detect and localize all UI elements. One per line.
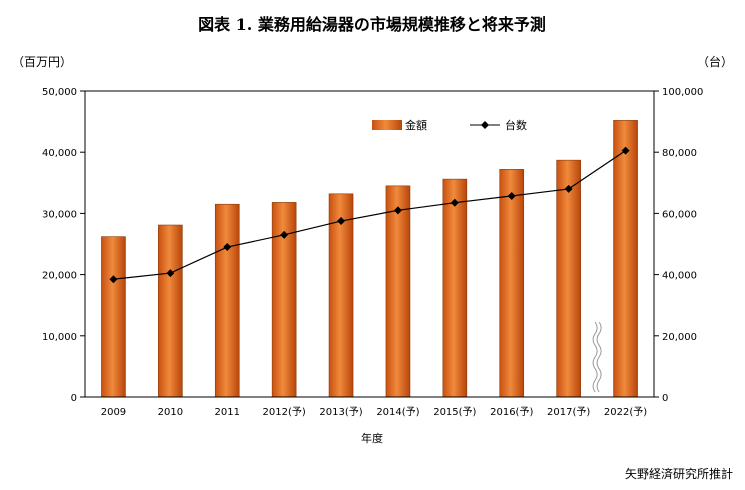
bar-2013(予) — [328, 193, 354, 398]
bar-series — [101, 120, 638, 398]
chart-title: 図表 1. 業務用給湯器の市場規模推移と将来予測 — [198, 15, 546, 34]
line-point-2011 — [223, 243, 232, 252]
bar-2010 — [158, 224, 183, 398]
line-point-2016(予) — [507, 191, 516, 200]
line-point-2017(予) — [564, 184, 573, 193]
x-tick-label: 2009 — [101, 407, 126, 418]
source-note: 矢野経済研究所推計 — [625, 466, 733, 481]
bar-2011 — [214, 203, 240, 398]
x-axis-labels: 2009 2010 2011 2012(予) 2013(予) 2014(予) 2015(予)… — [101, 406, 648, 418]
legend: 金額 台数 — [372, 118, 527, 132]
line-point-2015(予) — [450, 198, 459, 207]
bar-2015(予) — [442, 178, 468, 398]
left-tick-label: 50,000 — [42, 87, 77, 98]
line-point-2014(予) — [393, 206, 402, 215]
line-point-2012(予) — [280, 230, 289, 239]
x-tick-label: 2011 — [215, 407, 240, 418]
line-path — [113, 150, 626, 280]
x-tick-label: 2022(予) — [604, 406, 647, 418]
line-point-2010 — [166, 269, 175, 278]
right-axis-unit: （台） — [697, 54, 733, 69]
axis-break-mark — [592, 321, 602, 393]
line-point-2022(予) — [621, 146, 630, 155]
plot-area-frame — [84, 90, 655, 398]
line-point-2009 — [109, 275, 118, 284]
x-tick-label: 2017(予) — [547, 406, 590, 418]
line-point-2013(予) — [337, 217, 346, 226]
left-tick-label: 20,000 — [42, 271, 77, 282]
bar-2016(予) — [499, 169, 525, 398]
legend-diamond-marker — [481, 121, 489, 129]
left-tick-label: 40,000 — [42, 148, 77, 159]
legend-line-label: 台数 — [505, 118, 527, 132]
legend-bar-swatch — [372, 120, 402, 130]
x-tick-label: 2012(予) — [263, 406, 306, 418]
x-tick-label: 2016(予) — [490, 406, 533, 418]
right-tick-label: 20,000 — [662, 332, 697, 343]
right-tick-label: 80,000 — [662, 148, 697, 159]
left-axis-unit: （百万円） — [12, 55, 72, 69]
legend-bar-label: 金額 — [405, 118, 427, 132]
bar-2014(予) — [385, 185, 411, 398]
right-tick-label: 100,000 — [662, 87, 703, 98]
right-y-axis: 0 20,000 40,000 60,000 80,000 100,000 — [654, 87, 703, 404]
x-tick-label: 2014(予) — [376, 406, 419, 418]
right-tick-label: 40,000 — [662, 271, 697, 282]
x-tick-label: 2010 — [158, 407, 183, 418]
x-tick-label: 2015(予) — [433, 406, 476, 418]
x-tick-label: 2013(予) — [319, 406, 362, 418]
bar-2022(予) — [613, 120, 638, 398]
bar-2017(予) — [556, 159, 581, 398]
right-tick-label: 60,000 — [662, 209, 697, 220]
left-tick-label: 0 — [71, 393, 77, 404]
left-y-axis: 0 10,000 20,000 30,000 40,000 50,000 — [42, 87, 85, 404]
break-wave-right — [596, 321, 602, 393]
x-axis-title: 年度 — [361, 431, 383, 445]
right-tick-label: 0 — [662, 393, 668, 404]
bar-2009 — [101, 236, 126, 398]
break-wave-left — [592, 321, 598, 393]
line-series — [109, 146, 630, 284]
left-tick-label: 30,000 — [42, 209, 77, 220]
left-tick-label: 10,000 — [42, 332, 77, 343]
